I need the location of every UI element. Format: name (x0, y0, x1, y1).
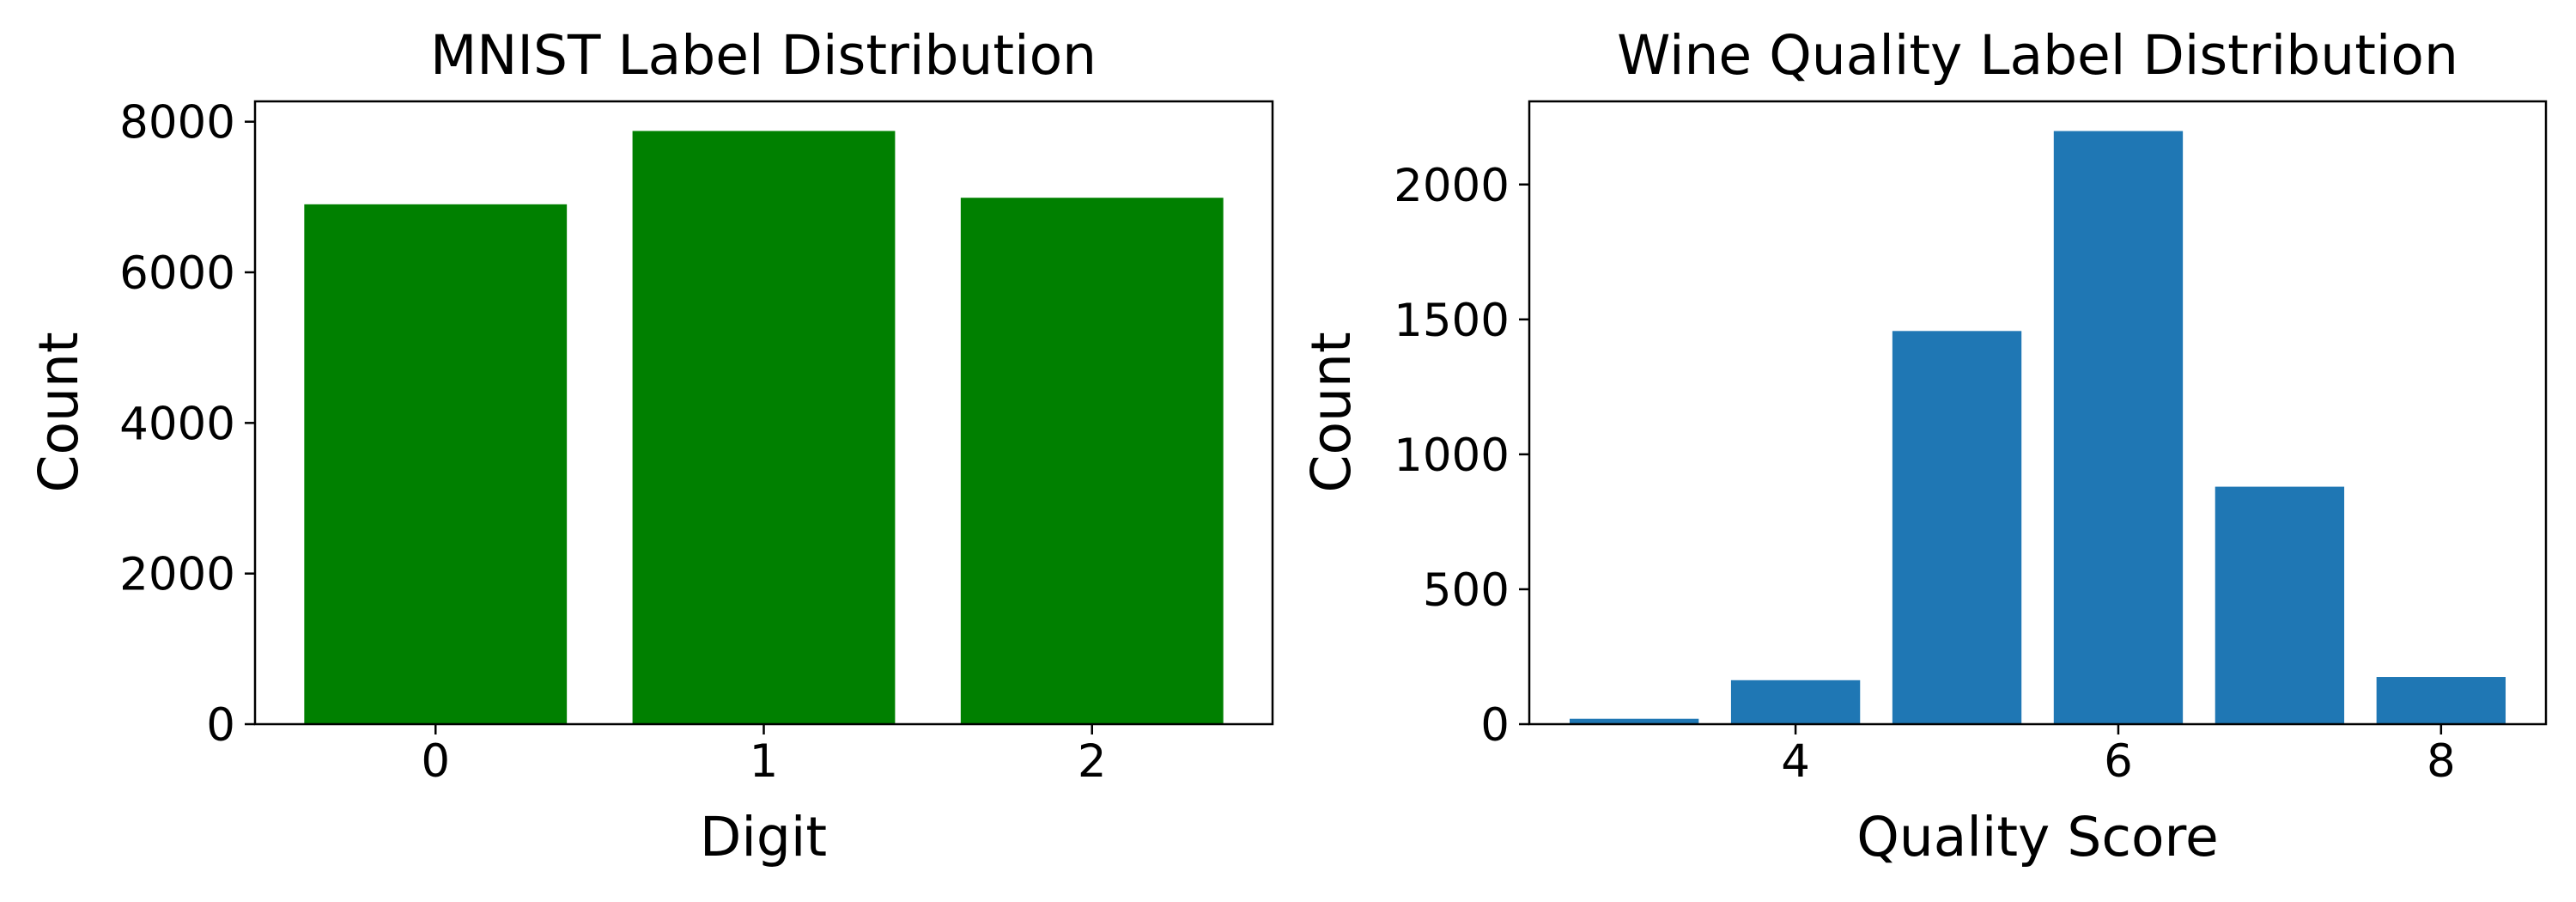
bar (1892, 331, 2022, 724)
y-tick-label: 500 (1423, 564, 1510, 617)
chart-title: Wine Quality Label Distribution (1617, 24, 2458, 87)
x-axis-label: Digit (700, 806, 827, 868)
x-axis-label: Quality Score (1856, 806, 2219, 868)
y-tick-label: 2000 (1394, 160, 1510, 212)
y-tick-label: 0 (206, 699, 235, 752)
y-axis-label: Count (1300, 332, 1363, 492)
bar (2053, 131, 2184, 725)
plot-frame (1528, 100, 2548, 726)
y-tick-label: 2000 (119, 549, 235, 601)
x-tick-label: 0 (421, 735, 450, 788)
y-tick-label: 0 (1480, 699, 1510, 752)
bar (1730, 680, 1861, 724)
y-tick-label: 1500 (1394, 295, 1510, 347)
y-tick-label: 1000 (1394, 430, 1510, 482)
x-tick-label: 1 (750, 735, 779, 788)
mnist-chart-panel: MNIST Label Distribution Digit Count 0 1 2… (27, 24, 1274, 868)
x-tick-label: 2 (1078, 735, 1107, 788)
y-tick-label: 8000 (119, 97, 235, 149)
bar (632, 131, 896, 725)
x-tick-label: 6 (2104, 735, 2133, 788)
chart-title: MNIST Label Distribution (430, 24, 1097, 87)
bar (2215, 486, 2345, 724)
y-tick-label: 6000 (119, 247, 235, 300)
wine-quality-chart-panel: Wine Quality Label Distribution Quality … (1300, 24, 2548, 868)
y-tick-label: 4000 (119, 398, 235, 450)
x-tick-label: 4 (1781, 735, 1810, 788)
x-tick-label: 8 (2427, 735, 2456, 788)
bar (2376, 677, 2506, 724)
bar (960, 198, 1224, 724)
y-axis-label: Count (27, 332, 90, 492)
bar (1569, 718, 1699, 724)
bar (304, 204, 568, 724)
